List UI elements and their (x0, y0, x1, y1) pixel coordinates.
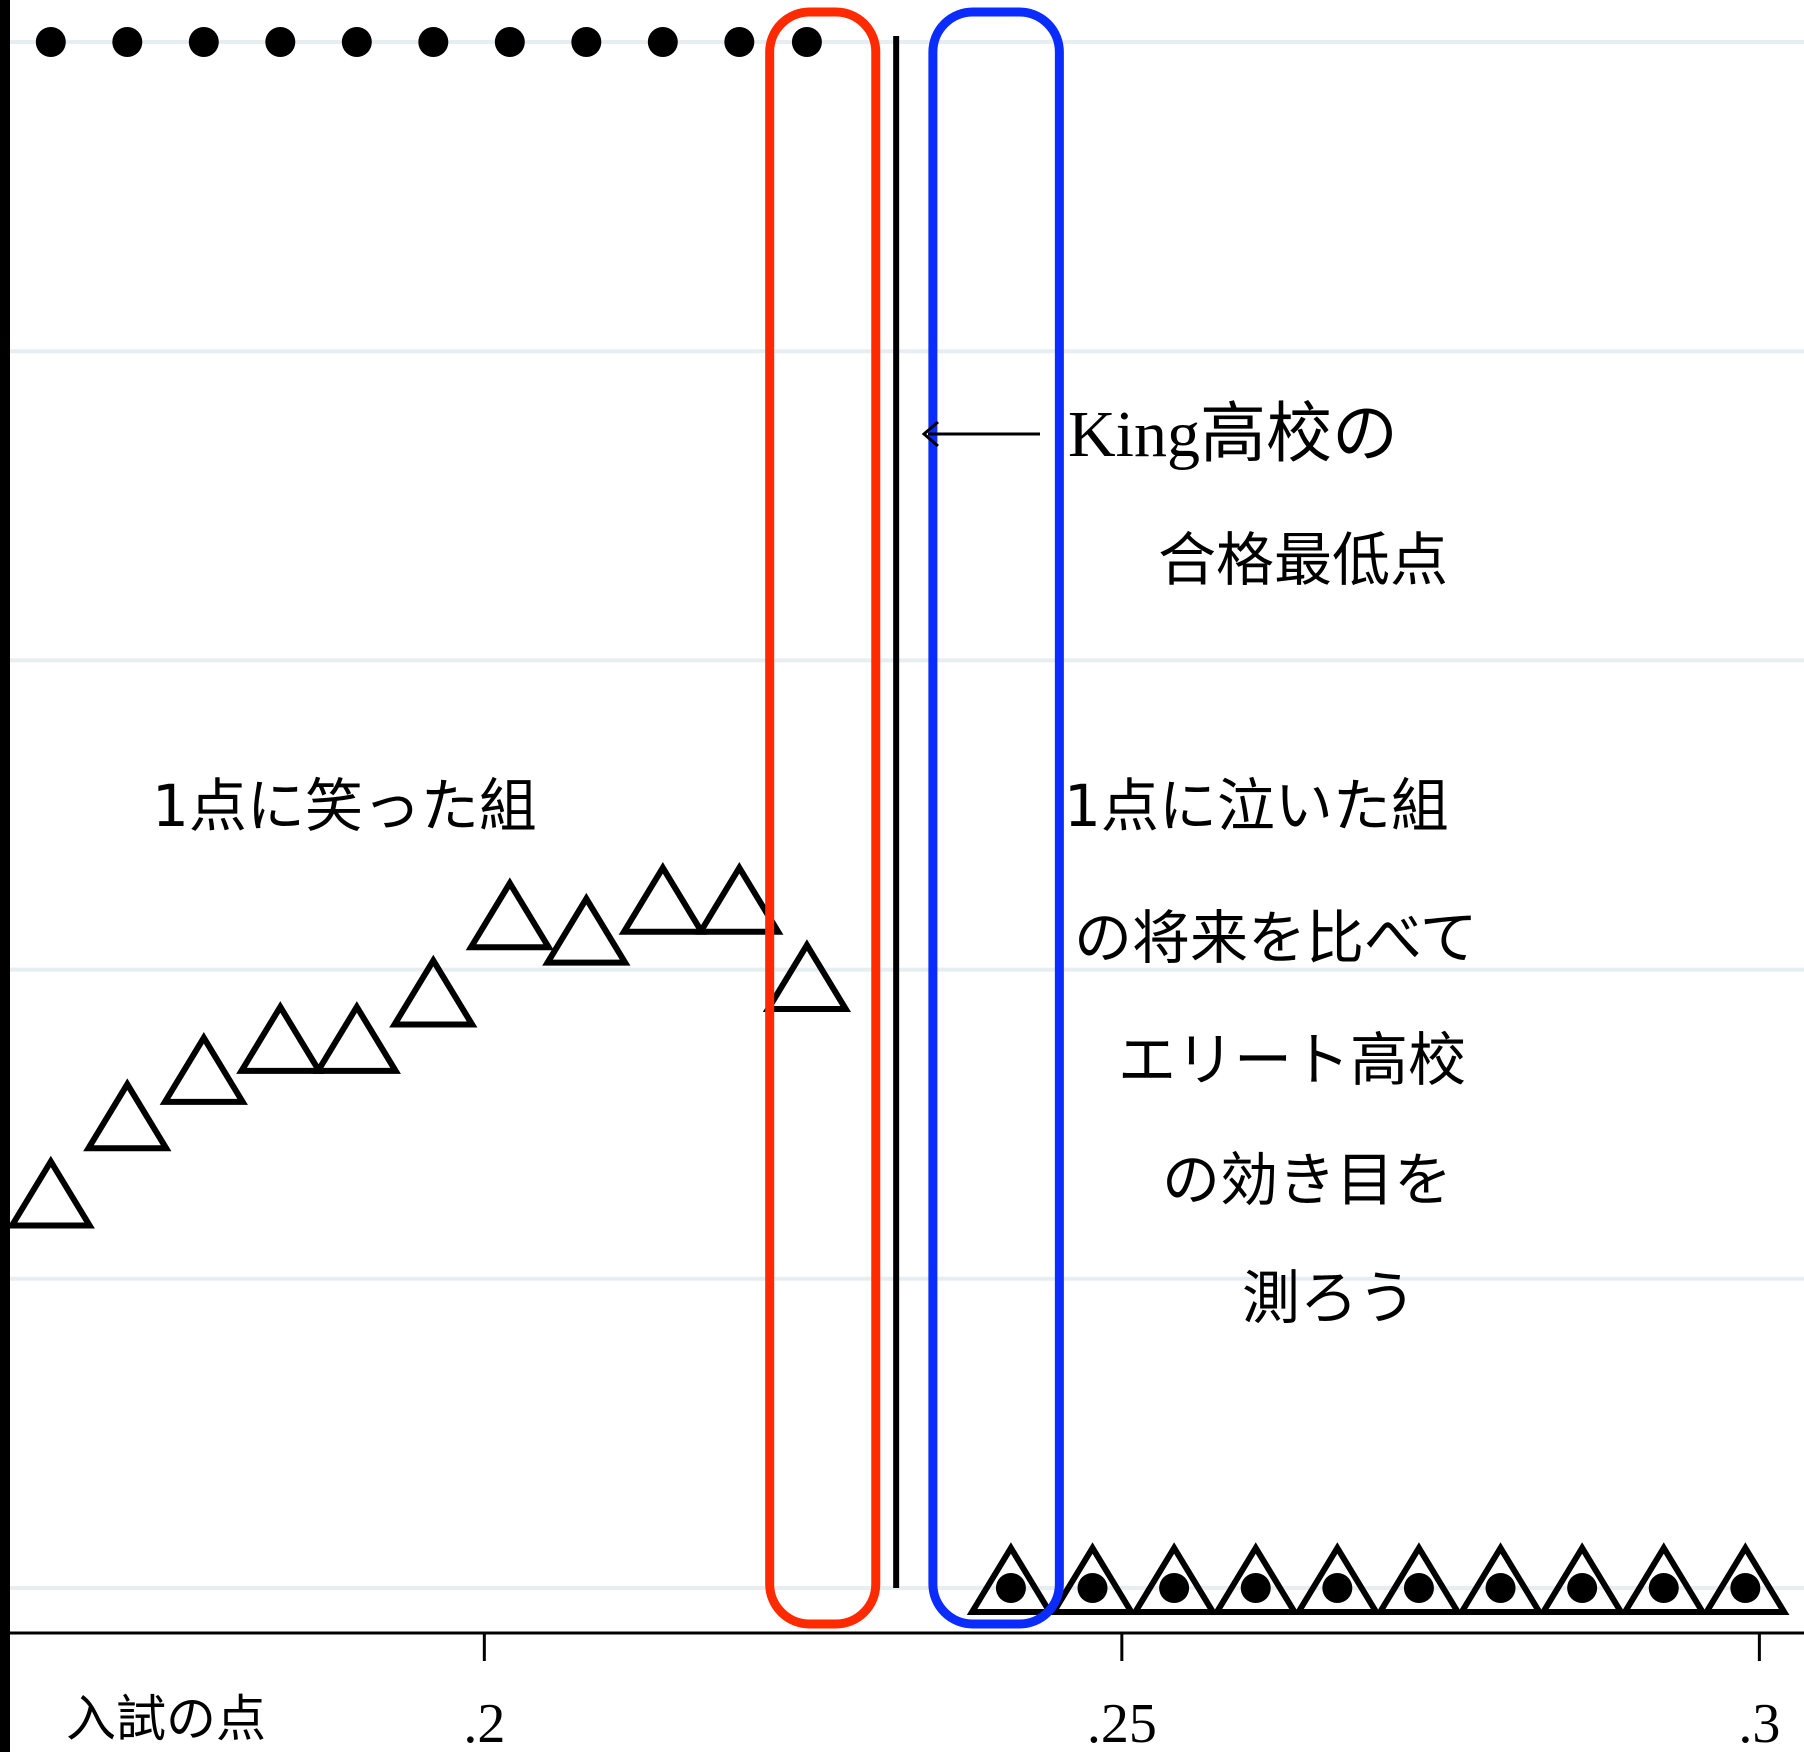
highlight-box-below (765, 7, 881, 1629)
triangle-point-17 (1456, 1542, 1545, 1615)
dot-point-0 (35, 27, 66, 57)
dot-point-5 (418, 27, 449, 57)
x-tick-label-1: .25 (1087, 1693, 1157, 1752)
plot-background (10, 0, 1804, 1752)
explanation-line-3: の効き目を (1162, 1146, 1452, 1214)
dot-point-4 (341, 27, 372, 57)
triangle-point-7 (542, 892, 631, 966)
dot-point-7 (571, 27, 602, 57)
dot-point-3 (265, 27, 296, 57)
dot-point-16 (1403, 1573, 1434, 1603)
triangle-point-16 (1374, 1542, 1464, 1615)
dot-point-19 (1648, 1573, 1679, 1603)
triangle-point-2 (159, 1032, 248, 1105)
dot-point-2 (188, 27, 219, 57)
dot-point-9 (724, 27, 755, 57)
triangle-point-18 (1538, 1542, 1627, 1615)
cutoff-arrow-head (921, 420, 939, 448)
x-tick-label-2: .3 (1738, 1693, 1780, 1752)
triangle-point-14 (1211, 1542, 1300, 1615)
markers (6, 27, 1790, 1615)
highlight-boxes (765, 7, 1064, 1629)
triangle-point-10 (762, 939, 852, 1013)
triangle-point-15 (1293, 1542, 1382, 1615)
triangle-point-11 (966, 1542, 1056, 1615)
triangle-point-6 (465, 877, 554, 951)
dot-point-6 (494, 27, 525, 57)
dot-point-11 (995, 1573, 1026, 1603)
triangle-point-0 (6, 1155, 95, 1229)
dot-point-8 (647, 27, 678, 57)
x-tick-label-0: .2 (463, 1693, 505, 1752)
dot-point-1 (112, 27, 143, 57)
triangle-point-8 (618, 861, 707, 935)
group-laughed-label: 1点に笑った組 (152, 772, 537, 840)
dot-point-15 (1322, 1573, 1353, 1603)
group-cried-label: 1点に泣いた組 (1064, 772, 1449, 840)
dot-point-18 (1567, 1573, 1598, 1603)
triangle-point-5 (389, 954, 478, 1028)
dot-point-10 (791, 27, 822, 57)
dot-point-12 (1077, 1573, 1108, 1603)
explanation-line-1: の将来を比べて (1074, 904, 1478, 972)
highlight-box-above (928, 7, 1064, 1629)
explanation-line-2: エリート高校 (1118, 1026, 1466, 1094)
dot-point-17 (1485, 1573, 1516, 1603)
triangle-point-12 (1048, 1542, 1137, 1615)
dot-point-20 (1730, 1573, 1761, 1603)
cutoff-label-line-2: 合格最低点 (1158, 526, 1448, 594)
x-axis-title: 入試の点 (66, 1690, 266, 1748)
dot-point-14 (1240, 1573, 1271, 1603)
triangle-point-3 (236, 1001, 325, 1074)
cutoff-label-line-1: King高校の (1068, 398, 1398, 471)
triangle-point-4 (312, 1001, 401, 1074)
triangle-point-1 (83, 1078, 172, 1152)
triangle-point-9 (695, 861, 784, 935)
explanation-line-4: 測ろう (1242, 1264, 1416, 1332)
triangle-point-13 (1129, 1542, 1219, 1615)
triangle-point-19 (1619, 1542, 1708, 1615)
x-axis: .2 .25 .3 (10, 1631, 1804, 1752)
dot-point-13 (1159, 1573, 1190, 1603)
triangle-point-20 (1701, 1542, 1790, 1615)
